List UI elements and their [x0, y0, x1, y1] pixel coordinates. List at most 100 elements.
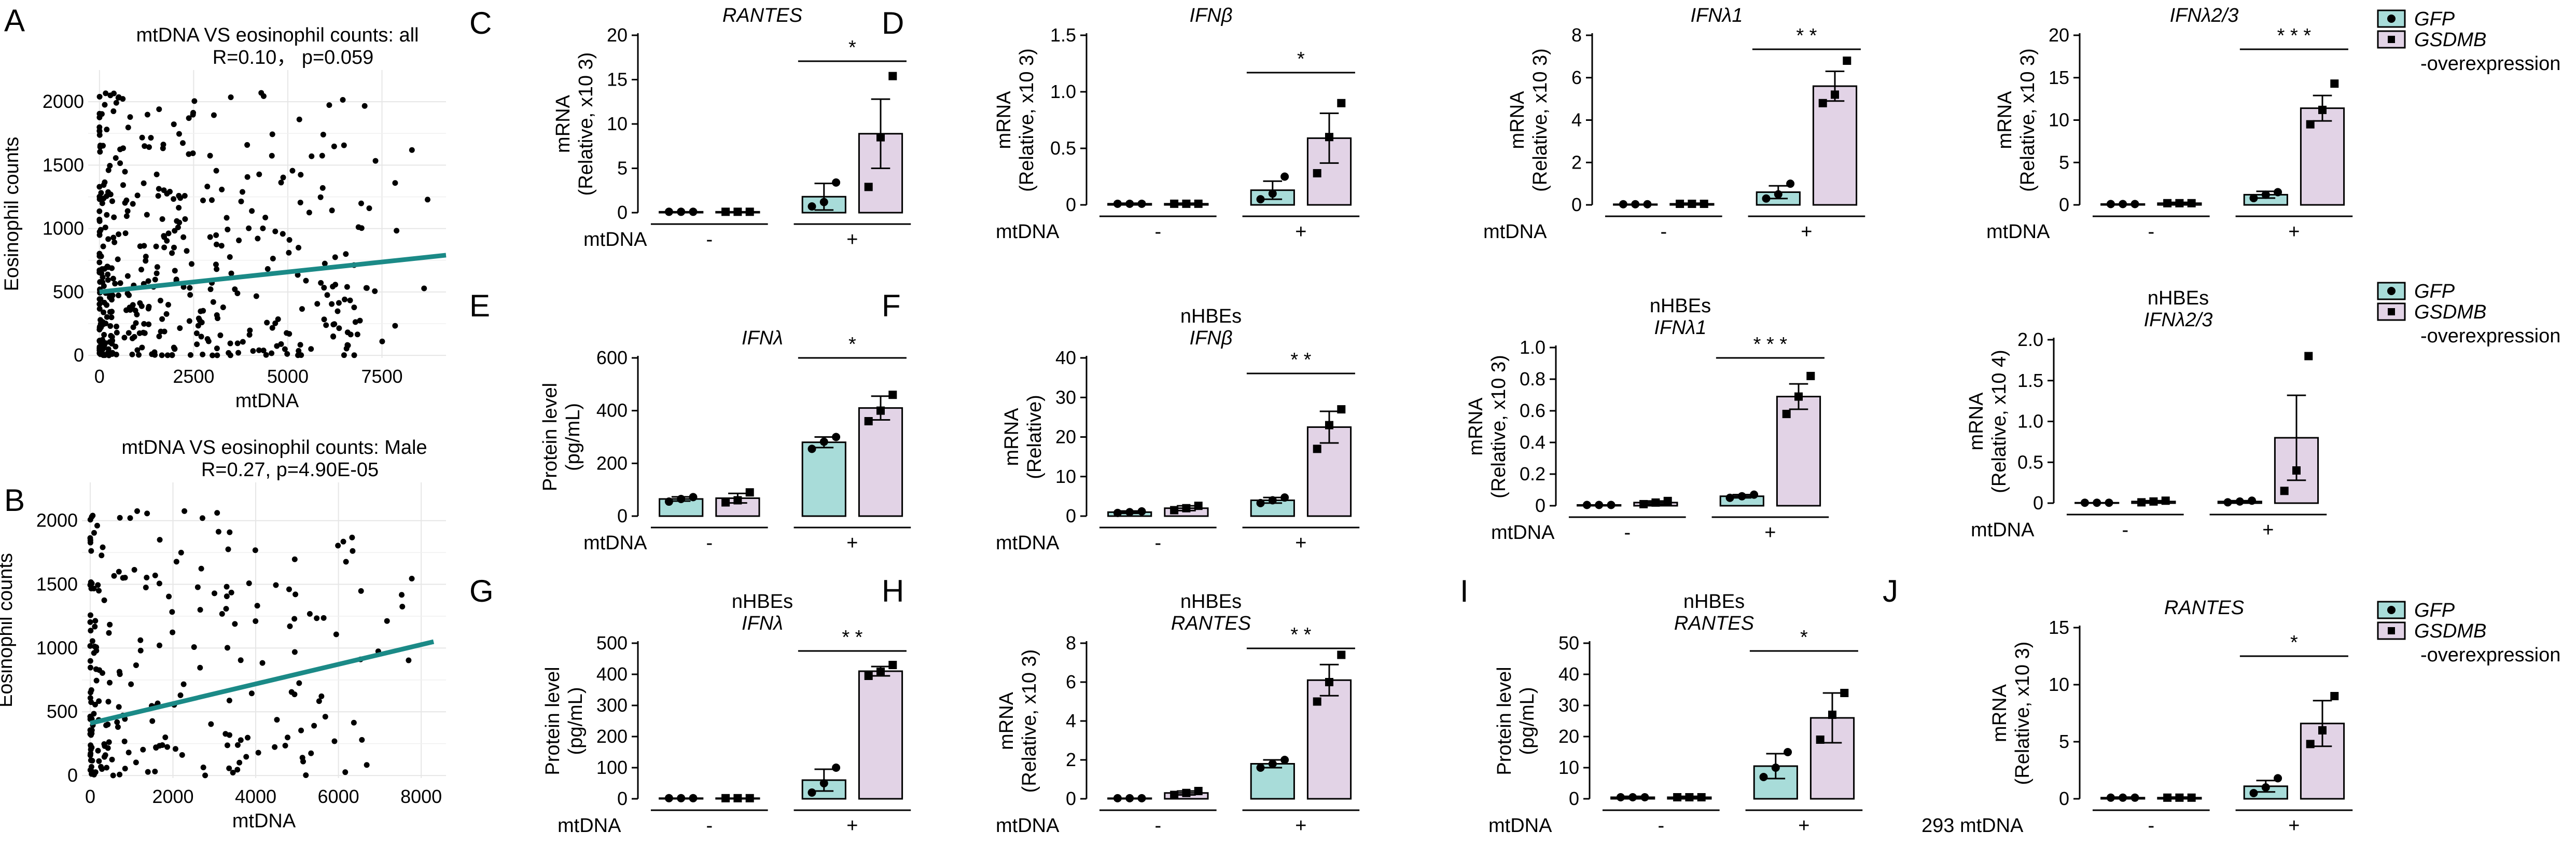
data-point: [260, 93, 267, 99]
data-point: [105, 346, 112, 352]
data-point: [246, 331, 253, 338]
replicate-point: [689, 794, 698, 802]
data-point: [286, 249, 292, 256]
data-point: [213, 241, 219, 247]
data-point: [133, 320, 139, 326]
y-tick-label: 8: [1571, 24, 1582, 46]
y-tick-label: 1500: [36, 574, 78, 595]
data-point: [134, 192, 141, 199]
replicate-point: [888, 391, 897, 399]
data-point: [182, 508, 188, 514]
data-point: [341, 352, 347, 358]
data-point: [309, 153, 315, 159]
data-point: [109, 351, 115, 357]
replicate-point: [1137, 507, 1146, 516]
data-point: [115, 293, 121, 299]
data-point: [234, 767, 241, 773]
data-point: [152, 572, 158, 578]
y-tick-label: 0.8: [1520, 368, 1545, 390]
data-point: [123, 213, 130, 219]
data-point: [272, 320, 279, 326]
y-tick-label: 0: [1066, 505, 1076, 526]
replicate-point: [1782, 410, 1791, 419]
replicate-point: [1697, 793, 1706, 801]
data-point: [146, 321, 152, 327]
data-point: [96, 259, 103, 266]
replicate-point: [2223, 498, 2232, 507]
data-point: [110, 275, 116, 282]
data-point: [260, 225, 266, 231]
data-point: [342, 296, 348, 302]
data-point: [306, 210, 312, 216]
replicate-point: [2292, 466, 2301, 475]
data-point: [190, 150, 196, 156]
data-point: [269, 350, 275, 356]
y-axis-label-line2: (pg/mL): [562, 403, 584, 471]
data-point: [179, 752, 185, 758]
replicate-point: [1113, 508, 1122, 517]
data-point: [182, 193, 188, 199]
data-point: [144, 575, 150, 581]
data-point: [97, 149, 103, 155]
data-point: [87, 695, 93, 701]
data-point: [235, 350, 241, 356]
data-point: [210, 299, 216, 305]
data-point: [154, 270, 160, 276]
legend-suffix: -overexpression: [2420, 644, 2560, 666]
x-tick-label: 5000: [267, 366, 309, 387]
data-point: [99, 200, 105, 206]
data-point: [164, 352, 171, 358]
data-point: [101, 597, 107, 603]
group-label-plus: +: [1764, 522, 1776, 544]
gene-title: IFNλ: [742, 613, 783, 634]
replicate-point: [1762, 194, 1771, 203]
data-point: [93, 644, 100, 650]
significance-stars: * *: [1796, 25, 1817, 47]
group-label-minus: -: [2148, 221, 2154, 243]
data-point: [399, 604, 406, 610]
data-point: [87, 658, 93, 664]
data-point: [214, 266, 220, 272]
data-point: [133, 662, 139, 668]
y-tick-label: 0: [1569, 788, 1579, 809]
data-point: [282, 346, 288, 352]
panel-letter-C: C: [469, 6, 492, 40]
y-tick-label: 2000: [36, 510, 78, 531]
data-point: [351, 352, 357, 358]
cell-type-label: nHBEs: [732, 591, 793, 613]
data-point: [148, 135, 154, 141]
data-point: [153, 243, 159, 249]
data-point: [329, 207, 335, 214]
regression-line: [89, 639, 435, 726]
data-point: [87, 713, 93, 719]
data-point: [161, 328, 168, 335]
data-point: [164, 190, 170, 197]
group-label-plus: +: [1798, 815, 1809, 837]
group-label-minus: -: [1154, 221, 1161, 243]
group-label-plus: +: [2288, 221, 2300, 243]
y-axis-label-line2: (Relative, x10 3): [1488, 355, 1510, 498]
data-point: [324, 292, 330, 298]
data-point: [228, 589, 234, 595]
data-point: [93, 677, 100, 684]
data-point: [234, 742, 241, 748]
data-point: [188, 261, 194, 267]
data-point: [224, 742, 230, 748]
data-point: [173, 559, 179, 565]
treatment-label: mtDNA: [1491, 522, 1555, 544]
data-point: [256, 171, 262, 177]
panel-letter-D: D: [882, 6, 904, 40]
data-point: [172, 746, 178, 752]
data-point: [317, 194, 324, 200]
data-point: [214, 510, 220, 516]
data-point: [142, 330, 148, 336]
data-point: [198, 565, 204, 572]
data-point: [264, 266, 271, 272]
y-tick-label: 500: [596, 632, 628, 654]
data-point: [289, 168, 296, 174]
replicate-point: [1816, 736, 1825, 744]
y-axis-label-line2: (Relative, x10 3): [575, 52, 597, 196]
significance-stars: * *: [1290, 624, 1311, 646]
data-point: [259, 660, 266, 666]
